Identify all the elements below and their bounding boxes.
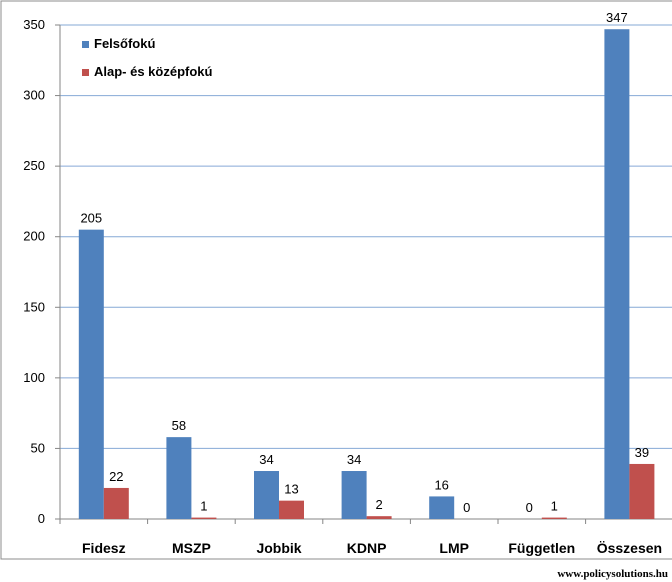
y-tick-label: 350 (23, 17, 45, 32)
y-tick-label: 250 (23, 158, 45, 173)
data-label: 34 (347, 452, 361, 467)
x-axis: Fidesz MSZP Jobbik KDNP LMP Független Összesen (60, 519, 672, 556)
y-tick-label: 200 (23, 229, 45, 244)
bar (166, 437, 191, 519)
y-tick-label: 50 (31, 440, 45, 455)
x-tick-label: MSZP (172, 540, 211, 556)
data-label: 205 (80, 211, 102, 226)
data-label: 58 (172, 418, 186, 433)
x-tick-label: KDNP (347, 540, 387, 556)
gridlines (60, 25, 672, 448)
bar (542, 518, 567, 519)
data-label: 0 (526, 500, 533, 515)
bar (429, 496, 454, 519)
x-tick-label: Jobbik (256, 540, 301, 556)
data-label: 13 (284, 482, 298, 497)
x-tick-label: Független (508, 540, 575, 556)
chart-area: 0 50 100 150 200 250 300 350 Fidesz MSZP Jobbik KD… (0, 0, 672, 562)
bars (79, 29, 655, 519)
x-tick-label: Fidesz (82, 540, 126, 556)
bar (279, 501, 304, 519)
y-tick-label: 150 (23, 299, 45, 314)
legend-label: Felsőfokú (94, 36, 155, 51)
data-label: 39 (635, 445, 649, 460)
legend-swatch (82, 69, 89, 76)
bar (79, 230, 104, 519)
source-credit: www.policysolutions.hu (557, 568, 668, 580)
bar (342, 471, 367, 519)
y-tick-label: 300 (23, 88, 45, 103)
data-label: 347 (606, 10, 628, 25)
bar (629, 464, 654, 519)
data-label: 0 (463, 500, 470, 515)
bar (254, 471, 279, 519)
data-label: 34 (259, 452, 273, 467)
legend-swatch (82, 41, 89, 48)
legend-label: Alap- és középfokú (94, 64, 213, 79)
y-tick-label: 0 (38, 511, 45, 526)
legend: Felsőfokú Alap- és középfokú (82, 36, 213, 79)
data-label: 16 (434, 477, 448, 492)
bar (367, 516, 392, 519)
y-axis: 0 50 100 150 200 250 300 350 (23, 17, 60, 526)
bar (191, 518, 216, 519)
x-tick-label: LMP (439, 540, 469, 556)
data-label: 1 (200, 499, 207, 514)
x-tick-label: Összesen (597, 540, 662, 556)
y-tick-label: 100 (23, 370, 45, 385)
bar (104, 488, 129, 519)
data-labels: 205 58 34 34 16 0 347 22 1 13 2 0 1 39 (80, 10, 649, 515)
bar (604, 29, 629, 519)
data-label: 22 (109, 469, 123, 484)
data-label: 1 (551, 499, 558, 514)
data-label: 2 (375, 497, 382, 512)
